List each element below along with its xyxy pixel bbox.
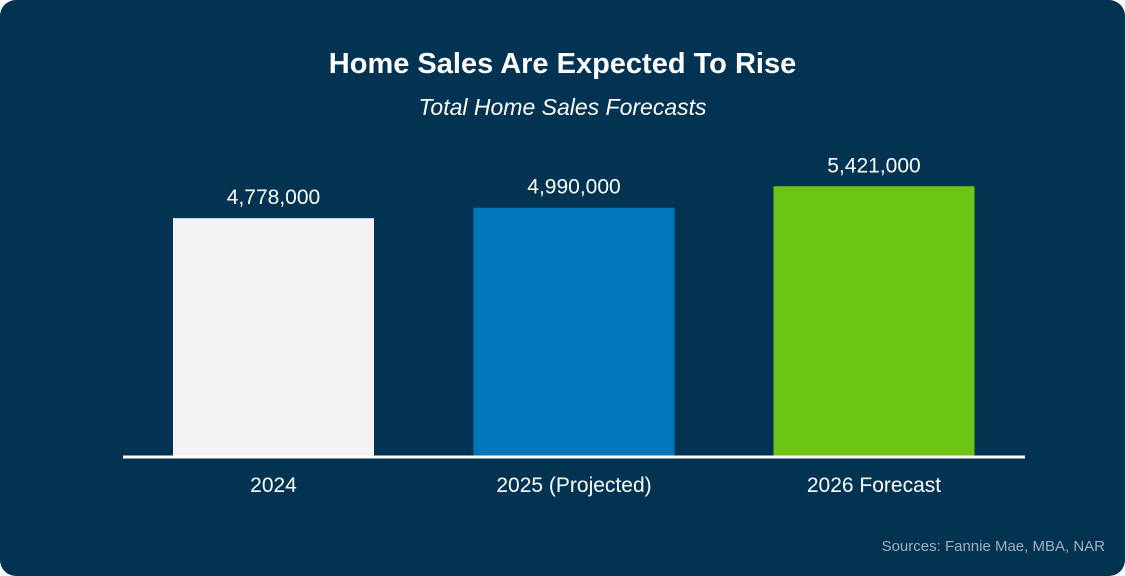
chart-subtitle: Total Home Sales Forecasts [418,94,707,120]
x-tick-label: 2024 [250,474,297,497]
x-tick-label: 2025 (Projected) [496,474,651,497]
bar-2024 [173,218,374,456]
data-label: 4,778,000 [227,186,320,209]
data-label: 5,421,000 [827,154,920,177]
x-tick-label: 2026 Forecast [807,474,941,497]
bar-2025-projected- [473,207,675,456]
chart-title: Home Sales Are Expected To Rise [328,48,797,80]
data-label: 4,990,000 [527,176,620,199]
bar-2026-forecast [773,186,975,456]
source-note: Sources: Fannie Mae, MBA, NAR [881,538,1105,555]
